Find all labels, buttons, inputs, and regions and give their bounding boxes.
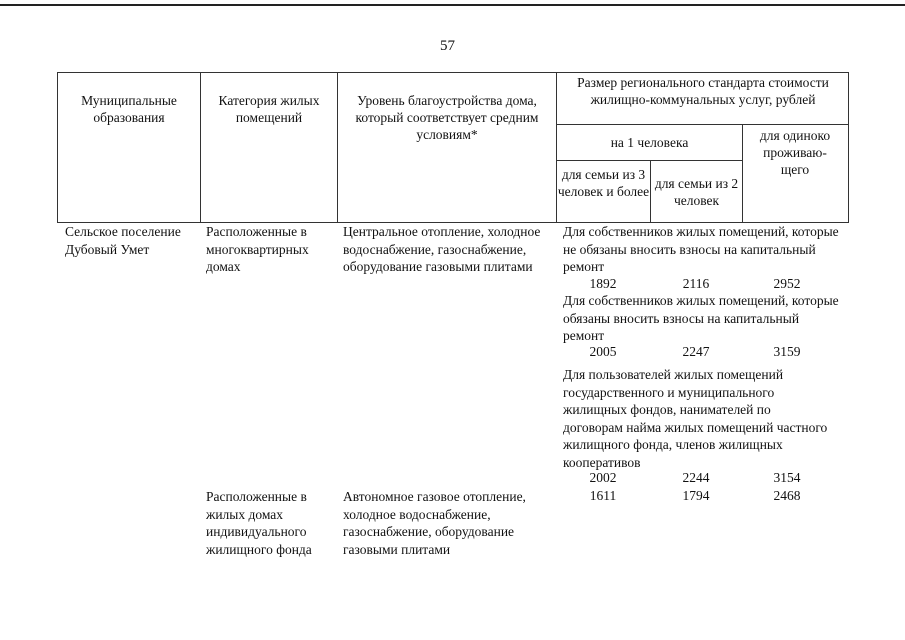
row2-single: 2468 (773, 488, 801, 503)
group2-family3: 2005 (589, 344, 617, 359)
row1-amenities: Центральное отопление, холодное водоснаб… (343, 224, 541, 274)
group1-family3: 1892 (589, 276, 617, 291)
group3-label: Для пользователей жилых помещений госуда… (563, 367, 828, 470)
header-family2: для семьи из 2 человек (654, 176, 739, 208)
group1-single: 2952 (773, 276, 801, 291)
group1-label: Для собственников жилых помещений, котор… (563, 224, 839, 274)
row2-amenities: Автономное газовое отопление, холодное в… (343, 489, 526, 557)
header-per-person: на 1 человека (610, 135, 689, 150)
group2-single: 3159 (773, 344, 801, 359)
header-category: Категория жилых помещений (218, 93, 320, 125)
group1-family2: 2116 (682, 276, 710, 291)
header-municipality: Муниципальные образования (81, 93, 177, 125)
top-border (0, 4, 905, 6)
group2-label: Для собственников жилых помещений, котор… (563, 293, 839, 343)
header-standard-size: Размер регионального стандарта стоимости… (577, 75, 829, 107)
group3-family2: 2244 (682, 470, 710, 485)
page-number: 57 (440, 38, 455, 54)
row1-category: Расположенные в многоквартирных домах (206, 224, 309, 274)
row1-municipality: Сельское поселение Дубовый Умет (65, 224, 181, 257)
row2-category: Расположенные в жилых домах индивидуальн… (206, 489, 312, 557)
header-amenities: Уровень благоустройства дома, который со… (355, 93, 539, 142)
header-single: для одиноко проживаю-щего (759, 128, 831, 177)
group3-single: 3154 (773, 470, 801, 485)
group3-family3: 2002 (589, 470, 617, 485)
group2-family2: 2247 (682, 344, 710, 359)
header-family3: для семьи из 3 человек и более (557, 167, 650, 199)
row2-family3: 1611 (589, 488, 617, 503)
row2-family2: 1794 (682, 488, 710, 503)
